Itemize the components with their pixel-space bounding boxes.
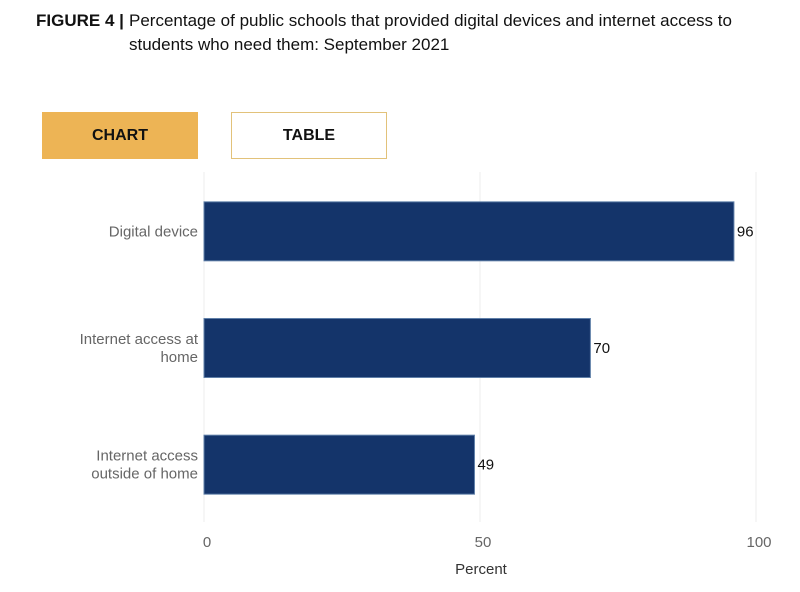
figure-label: FIGURE 4 | [36, 11, 124, 30]
data-label: 70 [593, 340, 610, 357]
tab-table[interactable]: TABLE [231, 112, 387, 159]
category-label: home [160, 349, 198, 366]
category-label: Digital device [109, 223, 198, 240]
bar [203, 201, 735, 262]
data-label: 96 [737, 223, 754, 240]
category-label: Internet access at [80, 331, 199, 348]
category-label: Internet access [96, 448, 198, 465]
x-tick-label: 100 [746, 534, 771, 551]
tab-chart[interactable]: CHART [42, 112, 198, 159]
x-tick-label: 0 [203, 534, 211, 551]
figure-title: FIGURE 4 | Percentage of public schools … [36, 9, 776, 54]
bar [203, 434, 475, 495]
figure-title-text: Percentage of public schools that provid… [129, 11, 732, 54]
x-tick-label: 50 [475, 534, 492, 551]
x-axis-title: Percent [455, 561, 508, 578]
bar [203, 318, 591, 378]
category-label: outside of home [91, 466, 198, 483]
data-label: 49 [477, 457, 494, 474]
